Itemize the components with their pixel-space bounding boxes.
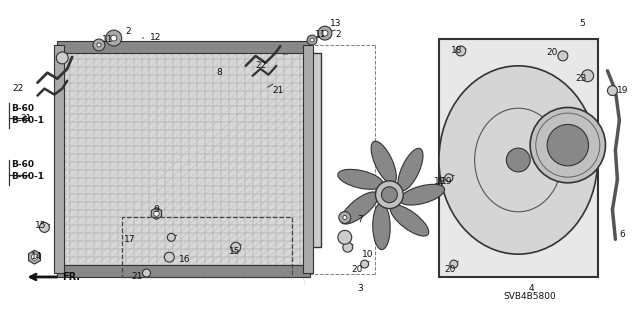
Circle shape: [318, 26, 332, 40]
Text: 19: 19: [441, 177, 452, 186]
Text: 19: 19: [434, 177, 445, 186]
Circle shape: [106, 30, 122, 46]
Text: 13: 13: [330, 19, 341, 28]
Circle shape: [231, 242, 241, 252]
Circle shape: [530, 108, 605, 183]
Text: 16: 16: [179, 255, 191, 263]
Text: 5: 5: [580, 19, 586, 28]
Bar: [58, 265, 310, 277]
Circle shape: [167, 234, 175, 241]
Text: 14: 14: [31, 252, 42, 261]
Text: 20: 20: [352, 264, 363, 273]
Circle shape: [143, 269, 150, 277]
Bar: [303, 45, 313, 273]
Text: 6: 6: [620, 230, 625, 239]
Text: B-60: B-60: [11, 104, 34, 113]
Text: 9: 9: [154, 205, 159, 214]
Text: 12: 12: [150, 33, 161, 41]
Circle shape: [381, 187, 397, 203]
Circle shape: [307, 35, 317, 45]
Text: FR.: FR.: [62, 272, 80, 282]
Text: 4: 4: [528, 284, 534, 293]
Text: 22: 22: [255, 61, 267, 70]
Circle shape: [547, 124, 589, 166]
Circle shape: [164, 252, 174, 262]
Circle shape: [97, 43, 101, 47]
Text: 23: 23: [576, 74, 587, 83]
Circle shape: [456, 46, 466, 56]
Text: 3: 3: [358, 284, 364, 293]
Ellipse shape: [372, 203, 390, 249]
Text: 18: 18: [451, 47, 462, 56]
Text: 15: 15: [35, 221, 46, 230]
Ellipse shape: [390, 205, 429, 236]
Ellipse shape: [398, 148, 423, 191]
Circle shape: [322, 30, 328, 36]
Circle shape: [582, 70, 593, 82]
Text: 11: 11: [102, 34, 113, 44]
Bar: [62, 45, 305, 273]
Text: 10: 10: [362, 250, 373, 259]
Bar: [309, 53, 321, 247]
Bar: [122, 218, 292, 277]
Text: 15: 15: [229, 247, 240, 256]
Bar: [58, 41, 310, 53]
Text: 8: 8: [216, 68, 221, 77]
Ellipse shape: [340, 192, 378, 224]
Circle shape: [361, 260, 369, 268]
Text: 21: 21: [20, 114, 32, 123]
Circle shape: [31, 254, 38, 260]
Bar: [62, 45, 305, 273]
Ellipse shape: [338, 169, 383, 189]
Ellipse shape: [439, 66, 598, 254]
Circle shape: [40, 222, 49, 232]
Text: 17: 17: [124, 235, 135, 244]
Polygon shape: [29, 250, 40, 264]
Circle shape: [338, 230, 352, 244]
Circle shape: [445, 174, 453, 182]
Circle shape: [343, 216, 347, 219]
Text: B-60-1: B-60-1: [11, 116, 44, 125]
Text: 20: 20: [546, 48, 557, 57]
Circle shape: [506, 148, 530, 172]
Polygon shape: [151, 208, 161, 219]
Text: 21: 21: [273, 86, 284, 95]
Bar: [54, 45, 64, 273]
Ellipse shape: [371, 141, 396, 184]
Circle shape: [93, 39, 105, 51]
Text: 2: 2: [125, 26, 131, 36]
Ellipse shape: [399, 184, 445, 205]
Text: SVB4B5800: SVB4B5800: [504, 292, 556, 301]
Text: 11: 11: [315, 30, 326, 39]
Circle shape: [56, 52, 68, 64]
Circle shape: [376, 181, 403, 209]
Circle shape: [310, 38, 314, 42]
Text: 20: 20: [444, 264, 455, 273]
Circle shape: [607, 85, 618, 96]
Text: 22: 22: [13, 84, 24, 93]
Text: 2: 2: [335, 30, 340, 39]
Circle shape: [450, 260, 458, 268]
Circle shape: [111, 35, 116, 41]
Circle shape: [154, 211, 159, 216]
Text: 21: 21: [132, 272, 143, 281]
Text: B-60: B-60: [11, 160, 34, 169]
Text: B-60-1: B-60-1: [11, 172, 44, 181]
Text: 19: 19: [618, 86, 629, 95]
Text: 7: 7: [358, 215, 364, 224]
Circle shape: [343, 242, 353, 252]
Bar: [439, 39, 598, 277]
Circle shape: [558, 51, 568, 61]
Circle shape: [339, 211, 351, 223]
